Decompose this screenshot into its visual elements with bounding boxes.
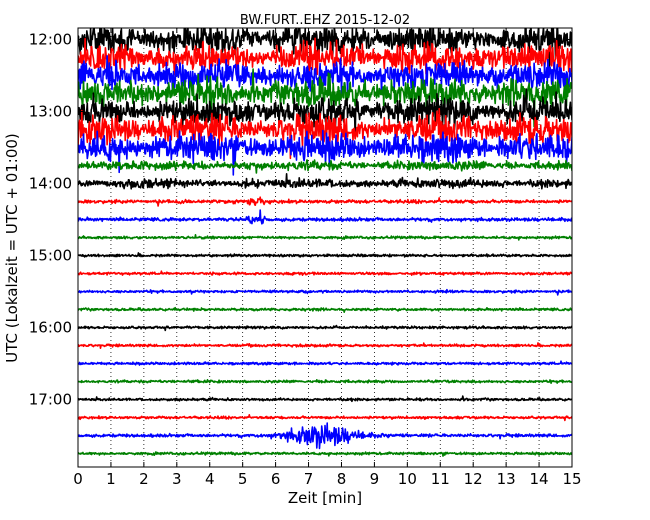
trace-1345 — [78, 159, 572, 174]
x-tick-label: 2 — [139, 470, 149, 488]
trace-1530 — [78, 288, 572, 296]
trace-1200 — [78, 28, 572, 69]
y-tick-label: 17:00 — [29, 391, 72, 409]
x-tick-label: 8 — [337, 470, 347, 488]
trace-1600 — [78, 324, 572, 332]
x-tick-label: 10 — [398, 470, 417, 488]
trace-1430 — [78, 209, 572, 225]
y-axis-label: UTC (Lokalzeit = UTC + 01:00) — [3, 133, 21, 363]
trace-1330 — [78, 129, 572, 176]
x-tick-label: 3 — [172, 470, 182, 488]
x-tick-label: 0 — [73, 470, 83, 488]
x-tick-label: 12 — [464, 470, 483, 488]
x-tick-label: 5 — [238, 470, 248, 488]
trace-1615 — [78, 342, 572, 349]
x-tick-label: 11 — [431, 470, 450, 488]
axis-ticks: 0 1 2 3 4 5 6 7 8 9 10 11 12 13 14 1512:0013:0014:0015:… — [29, 28, 582, 488]
trace-1545 — [78, 306, 572, 313]
x-axis-label: Zeit [min] — [288, 489, 362, 507]
trace-1230 — [78, 55, 572, 96]
trace-1245 — [78, 68, 572, 128]
y-tick-label: 12:00 — [29, 31, 72, 49]
x-tick-label: 9 — [370, 470, 380, 488]
trace-1645 — [78, 379, 572, 384]
trace-1730 — [78, 422, 572, 450]
x-tick-label: 13 — [497, 470, 516, 488]
y-tick-label: 14:00 — [29, 175, 72, 193]
trace-1415 — [78, 196, 572, 207]
trace-1300 — [78, 88, 572, 140]
trace-1215 — [78, 37, 572, 79]
trace-1445 — [78, 234, 572, 241]
y-tick-label: 15:00 — [29, 247, 72, 265]
x-tick-label: 1 — [106, 470, 116, 488]
y-tick-label: 13:00 — [29, 103, 72, 121]
plot-frame — [77, 27, 573, 468]
y-tick-label: 16:00 — [29, 319, 72, 337]
trace-1745 — [78, 451, 572, 457]
trace-1515 — [78, 270, 572, 276]
x-tick-label: 14 — [530, 470, 549, 488]
trace-1630 — [78, 360, 572, 366]
x-tick-label: 4 — [205, 470, 215, 488]
trace-1700 — [78, 395, 572, 403]
trace-group — [78, 28, 572, 457]
x-tick-label: 7 — [304, 470, 314, 488]
trace-1500 — [78, 252, 572, 258]
trace-1400 — [78, 173, 572, 190]
trace-1715 — [78, 414, 572, 422]
trace-1315 — [78, 107, 572, 160]
x-tick-label: 6 — [271, 470, 281, 488]
x-tick-label: 15 — [562, 470, 581, 488]
chart-title: BW.FURT..EHZ 2015-12-02 — [240, 13, 410, 28]
